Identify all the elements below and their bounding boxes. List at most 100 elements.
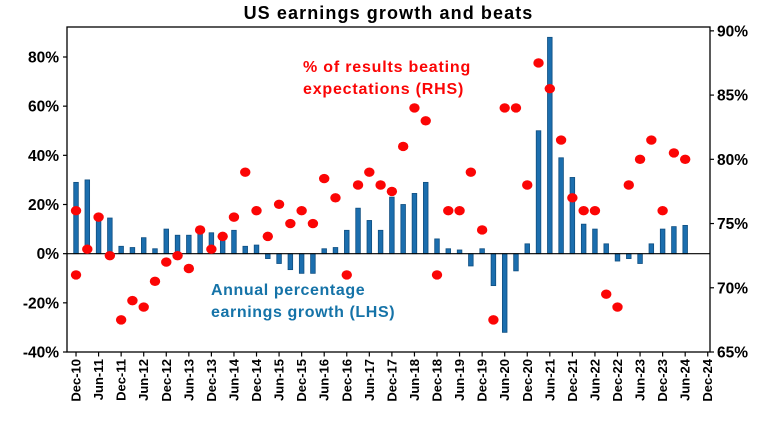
growth-bar xyxy=(321,248,327,255)
beats-annotation-line1: % of results beating xyxy=(303,59,472,76)
beats-dot xyxy=(510,103,522,113)
growth-bar xyxy=(423,181,429,255)
x-axis-label: Dec-16 xyxy=(339,359,354,402)
x-axis-label: Jun-18 xyxy=(407,359,422,401)
x-axis-label: Jun-20 xyxy=(497,359,512,401)
x-axis-label: Jun-17 xyxy=(362,359,377,401)
left-axis-label: 40% xyxy=(28,148,59,165)
growth-bar xyxy=(411,193,418,255)
growth-bar xyxy=(400,204,406,255)
beats-dot xyxy=(465,167,477,177)
x-axis-label: Jun-23 xyxy=(633,359,648,401)
x-axis-label: Jun-24 xyxy=(678,358,693,401)
right-axis-label: 85% xyxy=(717,88,748,105)
beats-dot xyxy=(341,270,352,280)
growth-bar xyxy=(434,238,440,255)
growth-bar xyxy=(107,217,113,255)
beats-dot xyxy=(364,167,375,177)
beats-dot xyxy=(646,135,657,145)
growth-bar xyxy=(118,245,124,255)
growth-bar xyxy=(332,247,339,255)
growth-bar xyxy=(298,253,305,274)
x-axis-label: Dec-23 xyxy=(655,359,670,402)
beats-dot xyxy=(420,116,431,126)
x-axis-label: Dec-17 xyxy=(384,359,399,402)
beats-dot xyxy=(206,244,217,254)
growth-bar xyxy=(445,248,451,255)
right-axis-label: 65% xyxy=(717,345,748,362)
beats-dot xyxy=(172,250,183,261)
beats-dot xyxy=(499,103,510,113)
beats-dot xyxy=(657,205,668,216)
chart-title: US earnings growth and beats xyxy=(243,3,534,23)
x-axis-label: Dec-21 xyxy=(565,359,580,402)
growth-bar xyxy=(524,243,530,255)
left-axis-label: -40% xyxy=(23,345,59,362)
growth-bar xyxy=(490,253,497,287)
beats-dot xyxy=(443,205,454,216)
beats-dot xyxy=(634,154,646,165)
x-axis-label: Jun-14 xyxy=(226,358,241,401)
growth-bar xyxy=(276,253,282,264)
beats-dot xyxy=(578,205,589,216)
x-axis-label: Jun-22 xyxy=(587,359,602,401)
right-axis-label: 90% xyxy=(717,23,748,40)
beats-annotation: % of results beating expectations (RHS) xyxy=(303,57,471,101)
beats-dot xyxy=(262,231,273,242)
beats-dot xyxy=(149,276,161,287)
left-axis-label: 20% xyxy=(28,197,59,214)
beats-dot xyxy=(307,218,319,229)
beats-dot xyxy=(161,257,172,267)
beats-dot xyxy=(127,295,138,306)
right-axis-label: 75% xyxy=(717,216,748,233)
growth-bar xyxy=(535,130,542,255)
x-axis-label: Dec-18 xyxy=(430,359,445,402)
beats-annotation-line2: expectations (RHS) xyxy=(303,81,465,98)
beats-dot xyxy=(589,205,601,216)
growth-bar xyxy=(366,220,373,255)
growth-bar xyxy=(231,229,237,255)
growth-bar xyxy=(174,234,181,255)
growth-bar xyxy=(84,179,91,255)
left-axis-label: 0% xyxy=(37,246,60,263)
beats-dot xyxy=(228,212,240,222)
growth-bar xyxy=(671,226,677,255)
growth-bar xyxy=(242,245,248,255)
growth-bar xyxy=(637,253,643,264)
beats-dot xyxy=(70,205,82,216)
left-axis-label: -20% xyxy=(23,295,59,312)
x-axis-label: Dec-10 xyxy=(69,359,84,402)
beats-dot xyxy=(544,83,556,94)
beats-dot xyxy=(375,180,386,190)
growth-bar xyxy=(659,228,666,255)
beats-dot xyxy=(352,180,364,190)
x-axis-label: Dec-14 xyxy=(249,358,264,401)
x-axis-label: Jun-21 xyxy=(542,359,557,401)
growth-bar xyxy=(163,228,169,255)
x-axis-label: Dec-24 xyxy=(700,358,715,401)
beats-dot xyxy=(522,180,533,190)
beats-dot xyxy=(273,199,285,209)
x-axis-label: Dec-20 xyxy=(520,359,535,402)
beats-dot xyxy=(601,289,612,299)
growth-bar xyxy=(265,253,271,259)
x-axis-label: Jun-11 xyxy=(91,359,106,400)
beats-dot xyxy=(240,167,251,177)
beats-dot xyxy=(612,302,623,312)
growth-bar xyxy=(501,253,508,333)
x-axis-label: Dec-15 xyxy=(294,359,309,402)
x-axis-label: Dec-11 xyxy=(114,359,129,401)
growth-bar xyxy=(344,229,350,255)
growth-bar xyxy=(558,157,564,255)
growth-bar xyxy=(569,177,576,255)
x-axis-label: Dec-22 xyxy=(610,359,625,402)
growth-annotation: Annual percentage earnings growth (LHS) xyxy=(211,280,395,324)
x-axis-label: Jun-15 xyxy=(272,359,287,401)
growth-bar xyxy=(592,228,598,255)
x-axis-label: Dec-12 xyxy=(159,359,174,402)
growth-bar xyxy=(355,207,361,255)
beats-dot xyxy=(93,212,104,222)
beats-dot xyxy=(668,148,680,158)
